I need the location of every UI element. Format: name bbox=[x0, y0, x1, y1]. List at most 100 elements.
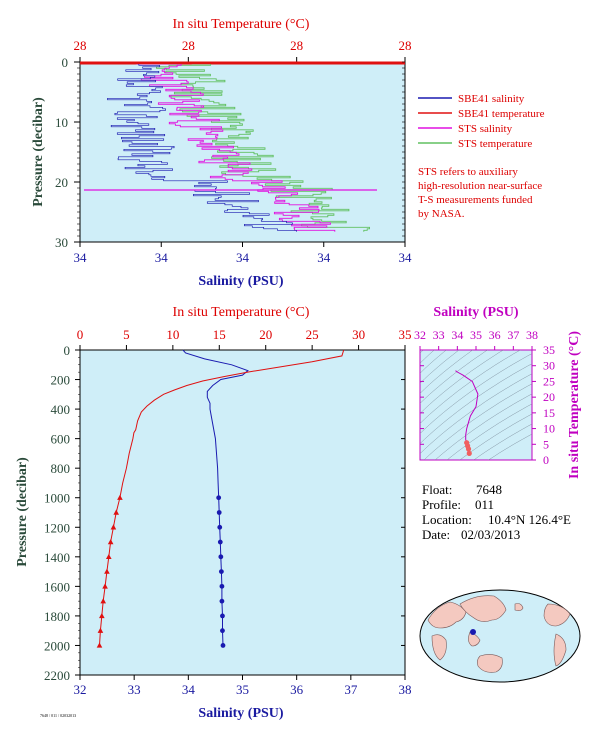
isopycnal-line bbox=[420, 350, 460, 384]
temperature-point bbox=[105, 553, 112, 560]
top-pressure-tick-label: 10 bbox=[55, 115, 68, 130]
world-map bbox=[419, 589, 581, 683]
main-pressure-tick-label: 200 bbox=[51, 373, 71, 388]
ts-sal-tick-label: 35 bbox=[470, 328, 482, 342]
isopycnal-line bbox=[488, 433, 532, 460]
main-sal-tick-label: 34 bbox=[182, 682, 196, 697]
top-temp-tick-label: 28 bbox=[74, 38, 87, 53]
salinity-point bbox=[220, 643, 226, 648]
main-pressure-tick-label: 800 bbox=[51, 461, 71, 476]
main-pressure-tick-label: 1200 bbox=[44, 520, 70, 535]
top-temp-ticks: 28 28 28 28 bbox=[74, 38, 412, 62]
temperature-point bbox=[110, 524, 117, 530]
ts-temp-tick-label: 20 bbox=[543, 390, 555, 404]
ts-temp-tick-label: 0 bbox=[543, 453, 549, 467]
top-sal-tick-label: 34 bbox=[74, 250, 88, 265]
ts-sal-tick-label: 32 bbox=[414, 328, 426, 342]
note-line-3: T-S measurements funded bbox=[418, 194, 533, 206]
main-pressure-tick-label: 1800 bbox=[44, 609, 70, 624]
float-location-marker bbox=[470, 629, 476, 635]
salinity-point bbox=[219, 598, 225, 604]
salinity-point bbox=[216, 495, 222, 501]
main-temp-tick-label: 20 bbox=[259, 327, 272, 342]
legend-label-sbe41-salinity: SBE41 salinity bbox=[458, 93, 525, 105]
main-temp-tick-label: 15 bbox=[213, 327, 226, 342]
top-pressure-axis-label: Pressure (decibar) bbox=[31, 97, 46, 207]
ts-deep-point bbox=[466, 450, 472, 456]
salinity-point bbox=[217, 524, 223, 530]
top-sal-tick-label: 34 bbox=[236, 250, 250, 265]
legend-label-sts-temperature: STS temperature bbox=[458, 138, 532, 150]
temperature-point bbox=[113, 509, 120, 515]
top-temp-tick-label: 28 bbox=[399, 38, 412, 53]
ts-temp-tick-label: 35 bbox=[543, 343, 555, 357]
ts-deep-point bbox=[465, 446, 472, 452]
main-pressure-tick-label: 1600 bbox=[44, 579, 70, 594]
ts-panel: Salinity (PSU) 32 33 34 35 36 37 38 0 510 15 20 25… bbox=[414, 305, 582, 479]
main-temp-ticks: 0 5 10 15 20 25 30 35 bbox=[77, 327, 412, 350]
note-line-1: STS refers to auxiliary bbox=[418, 166, 518, 178]
top-temp-tick-label: 28 bbox=[182, 38, 195, 53]
note-line-4: by NASA. bbox=[418, 208, 465, 220]
float-label: Float: bbox=[422, 482, 452, 497]
legend-label-sts-salinity: STS salinity bbox=[458, 123, 513, 135]
main-pressure-ticks: 0 200 400 600 800 1000 1200 1400 1600 1800 2000 220… bbox=[44, 343, 405, 683]
map-land-south-america bbox=[553, 633, 567, 667]
sbe41-salinity-trace bbox=[107, 63, 297, 232]
main-temp-tick-label: 0 bbox=[77, 327, 84, 342]
ts-sal-tick-label: 36 bbox=[489, 328, 501, 342]
isopycnal-line bbox=[420, 350, 521, 424]
legend-label-sbe41-temperature: SBE41 temperature bbox=[458, 108, 545, 120]
main-temp-tick-label: 35 bbox=[399, 327, 412, 342]
isopycnal-line bbox=[420, 350, 447, 374]
top-sal-ticks: 34 34 34 34 34 bbox=[74, 242, 413, 265]
ts-sal-axis-label: Salinity (PSU) bbox=[433, 305, 519, 320]
main-temp-tick-label: 10 bbox=[166, 327, 179, 342]
temperature-point bbox=[104, 568, 110, 574]
temperature-point bbox=[99, 612, 105, 619]
map-land-japan bbox=[514, 603, 524, 611]
ts-sal-tick-label: 37 bbox=[507, 328, 519, 342]
temperature-point bbox=[96, 642, 103, 648]
ts-isopycnals bbox=[420, 350, 532, 460]
isopycnal-line bbox=[446, 403, 532, 460]
note-line-2: high-resolution near-surface bbox=[418, 180, 542, 192]
date-value: 02/03/2013 bbox=[461, 527, 520, 542]
temperature-point bbox=[117, 494, 123, 500]
top-temp-axis-label: In situ Temperature (°C) bbox=[173, 17, 310, 32]
legend: SBE41 salinity SBE41 temperature STS sal… bbox=[418, 93, 545, 150]
top-pressure-tick-label: 20 bbox=[55, 175, 68, 190]
main-pressure-axis-label: Pressure (decibar) bbox=[15, 457, 30, 567]
main-pressure-tick-label: 400 bbox=[51, 402, 71, 417]
main-temp-tick-label: 5 bbox=[123, 327, 130, 342]
ts-sal-tick-label: 33 bbox=[433, 328, 445, 342]
location-label: Location: bbox=[422, 512, 472, 527]
temperature-point bbox=[102, 583, 108, 589]
isopycnal-line bbox=[420, 353, 532, 434]
ts-temp-axis-label: In situ Temperature (°C) bbox=[567, 331, 582, 479]
isopycnal-line bbox=[420, 363, 532, 444]
ts-temp-tick-label: 5 bbox=[543, 437, 549, 451]
top-pressure-ticks: 0 10 20 30 bbox=[55, 55, 405, 250]
main-sal-axis-label: Salinity (PSU) bbox=[198, 706, 284, 721]
main-profile-traces bbox=[96, 349, 345, 648]
isopycnal-line bbox=[420, 350, 488, 404]
top-sal-tick-label: 34 bbox=[399, 250, 413, 265]
main-pressure-tick-label: 2200 bbox=[44, 668, 70, 683]
salinity-point bbox=[219, 583, 225, 589]
ts-profile-trace bbox=[455, 370, 479, 456]
main-sal-tick-label: 38 bbox=[399, 682, 412, 697]
profile-value: 011 bbox=[475, 497, 494, 512]
map-land-indonesia bbox=[468, 631, 481, 647]
top-temp-tick-label: 28 bbox=[290, 38, 303, 53]
main-pressure-tick-label: 0 bbox=[64, 343, 71, 358]
salinity-point bbox=[216, 510, 222, 515]
ts-temp-tick-label: 15 bbox=[543, 406, 555, 420]
top-pressure-tick-label: 30 bbox=[55, 235, 68, 250]
ts-temp-tick-label: 25 bbox=[543, 374, 555, 388]
isopycnal-line bbox=[423, 383, 532, 460]
isopycnal-line bbox=[434, 393, 532, 460]
sts-note: STS refers to auxiliary high-resolution … bbox=[418, 166, 542, 220]
main-sal-tick-label: 33 bbox=[128, 682, 141, 697]
